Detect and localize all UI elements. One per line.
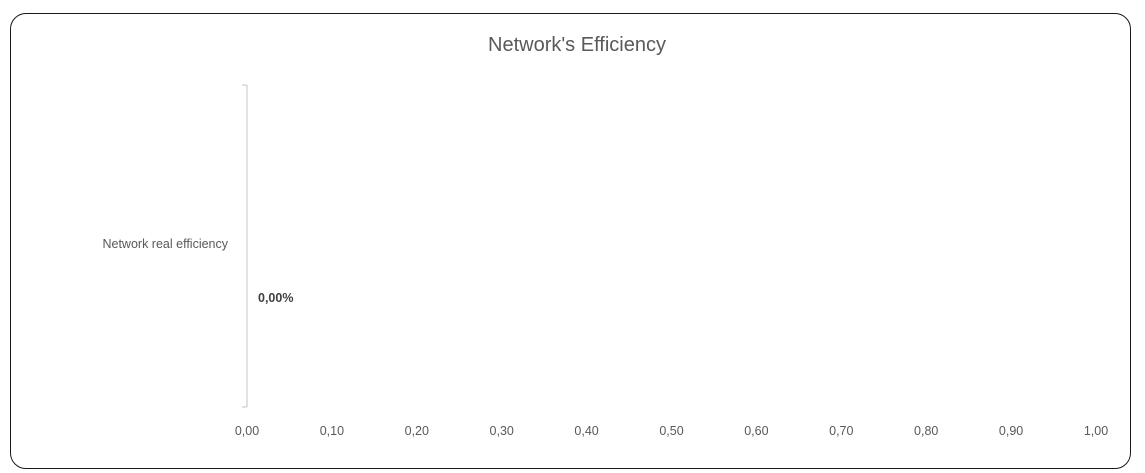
x-tick-label: 0,30 <box>490 424 514 438</box>
x-tick-label: 0,00 <box>235 424 259 438</box>
x-tick-label: 0,90 <box>999 424 1023 438</box>
data-label: 0,00% <box>258 291 293 305</box>
x-tick-label: 0,70 <box>829 424 853 438</box>
chart-frame <box>10 13 1131 469</box>
x-tick-label: 0,60 <box>744 424 768 438</box>
plot-area: Network real efficiency 0,00% 0,00 0,10 0,20… <box>102 84 1108 438</box>
x-tick-label: 0,10 <box>320 424 344 438</box>
x-tick-label: 1,00 <box>1084 424 1108 438</box>
category-label: Network real efficiency <box>102 237 228 251</box>
x-tick-label: 0,50 <box>659 424 683 438</box>
x-tick-label: 0,40 <box>574 424 598 438</box>
chart-title: Network's Efficiency <box>488 34 666 56</box>
x-tick-label: 0,20 <box>405 424 429 438</box>
x-tick-label: 0,80 <box>914 424 938 438</box>
